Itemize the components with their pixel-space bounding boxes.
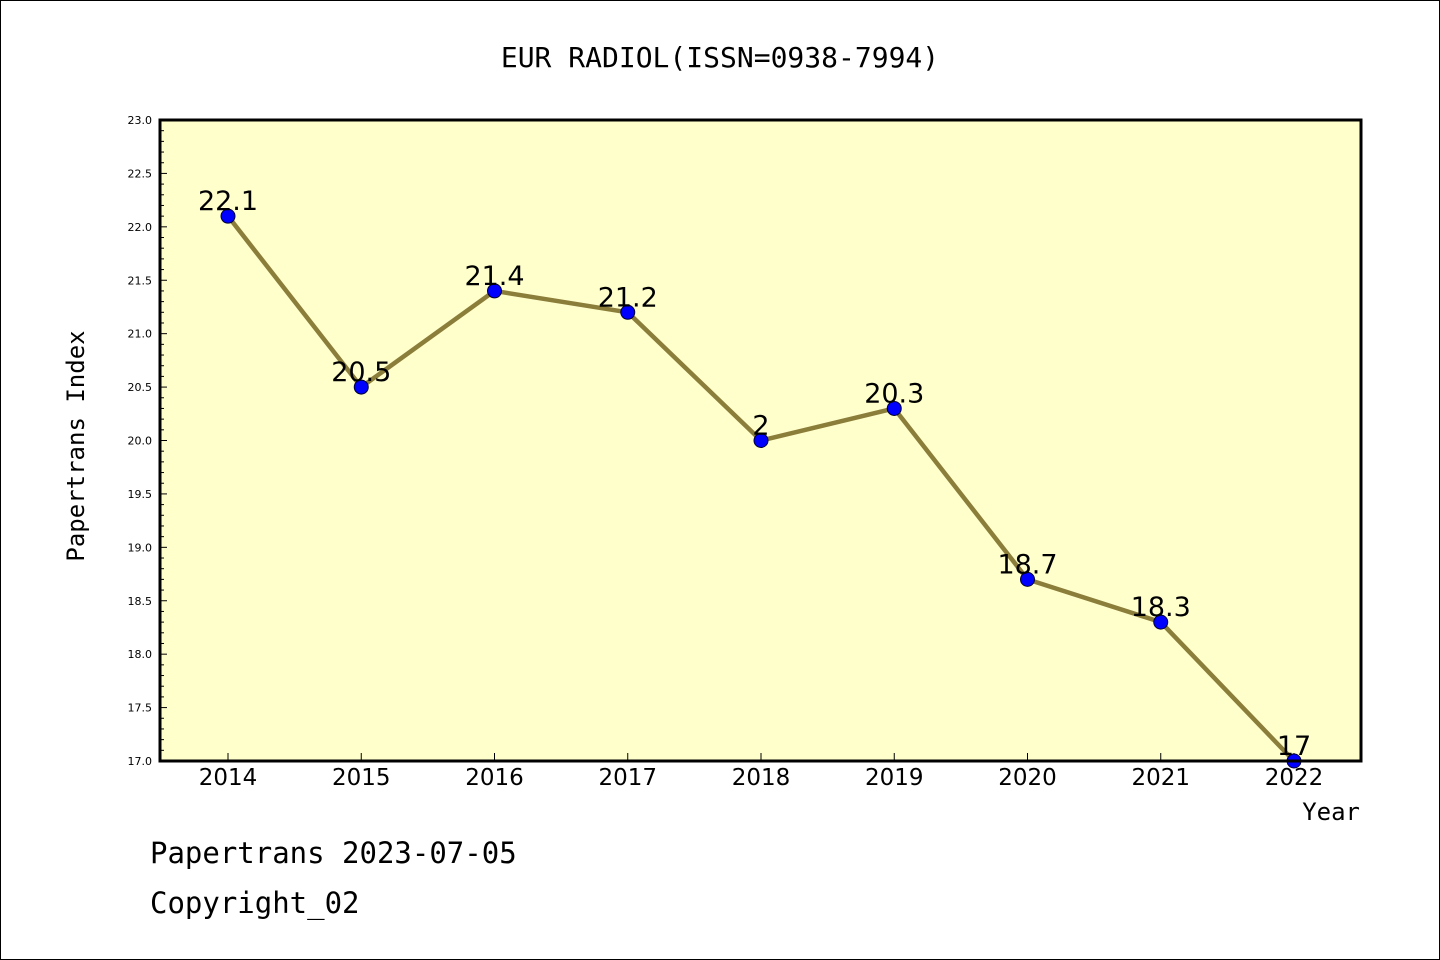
x-tick-label: 2021 <box>1131 765 1190 791</box>
y-tick-label: 17.5 <box>128 702 153 715</box>
x-tick-label: 2017 <box>598 765 657 791</box>
y-tick-label: 20.5 <box>128 381 153 394</box>
data-label: 20.5 <box>331 357 391 388</box>
chart-title: EUR RADIOL(ISSN=0938-7994) <box>501 41 939 74</box>
y-tick-label: 21.5 <box>128 274 153 287</box>
y-tick-label: 20.0 <box>128 435 153 448</box>
data-label: 21.2 <box>598 282 658 313</box>
y-tick-label: 19.5 <box>128 488 153 501</box>
x-axis-ticks: 2014 2015 2016 2017 2018 2019 2020 2021 2022 <box>199 753 1324 791</box>
y-axis-label: Papertrans Index <box>62 330 90 561</box>
data-label: 20.3 <box>864 378 924 409</box>
x-tick-label: 2022 <box>1265 765 1324 791</box>
x-axis-label: Year <box>1302 798 1360 826</box>
data-point <box>1020 571 1035 587</box>
footer-copyright-text: Copyright_02 <box>150 886 360 920</box>
x-tick-label: 2018 <box>732 765 791 791</box>
y-tick-label: 23.0 <box>128 114 153 127</box>
y-tick-label: 18.0 <box>128 648 153 661</box>
y-axis-ticks: 17.0 17.5 18.0 18.5 19.0 19.5 20.0 20.5 21.0 21.5… <box>128 114 167 768</box>
plot-border <box>158 118 1363 763</box>
x-tick-label: 2020 <box>998 765 1057 791</box>
data-point <box>753 433 769 448</box>
y-tick-label: 17.0 <box>128 755 153 768</box>
data-point <box>620 304 636 320</box>
y-tick-label: 19.0 <box>128 541 153 554</box>
footer-date-text: Papertrans 2023-07-05 <box>150 836 517 870</box>
y-tick-label: 22.5 <box>128 167 153 180</box>
data-label: 22.1 <box>198 186 258 217</box>
data-label: 2 <box>752 411 769 442</box>
x-tick-label: 2019 <box>865 765 924 791</box>
y-tick-label: 22.0 <box>128 221 153 234</box>
data-labels: 22.1 20.5 21.4 21.2 2 20.3 18.7 18.3 17 <box>198 186 1311 762</box>
data-label: 21.4 <box>464 261 524 292</box>
data-label: 17 <box>1277 731 1311 762</box>
x-tick-label: 2016 <box>465 765 524 791</box>
data-label: 18.3 <box>1131 592 1191 623</box>
x-tick-label: 2014 <box>199 765 258 791</box>
data-point <box>1153 614 1169 630</box>
series-markers <box>220 208 1302 769</box>
data-label: 18.7 <box>997 549 1057 580</box>
y-tick-label: 18.5 <box>128 595 153 608</box>
y-tick-label: 21.0 <box>128 328 153 341</box>
data-point <box>220 208 236 224</box>
data-point <box>886 400 902 416</box>
x-tick-label: 2015 <box>332 765 391 791</box>
data-point <box>487 283 502 299</box>
data-point <box>353 379 369 395</box>
